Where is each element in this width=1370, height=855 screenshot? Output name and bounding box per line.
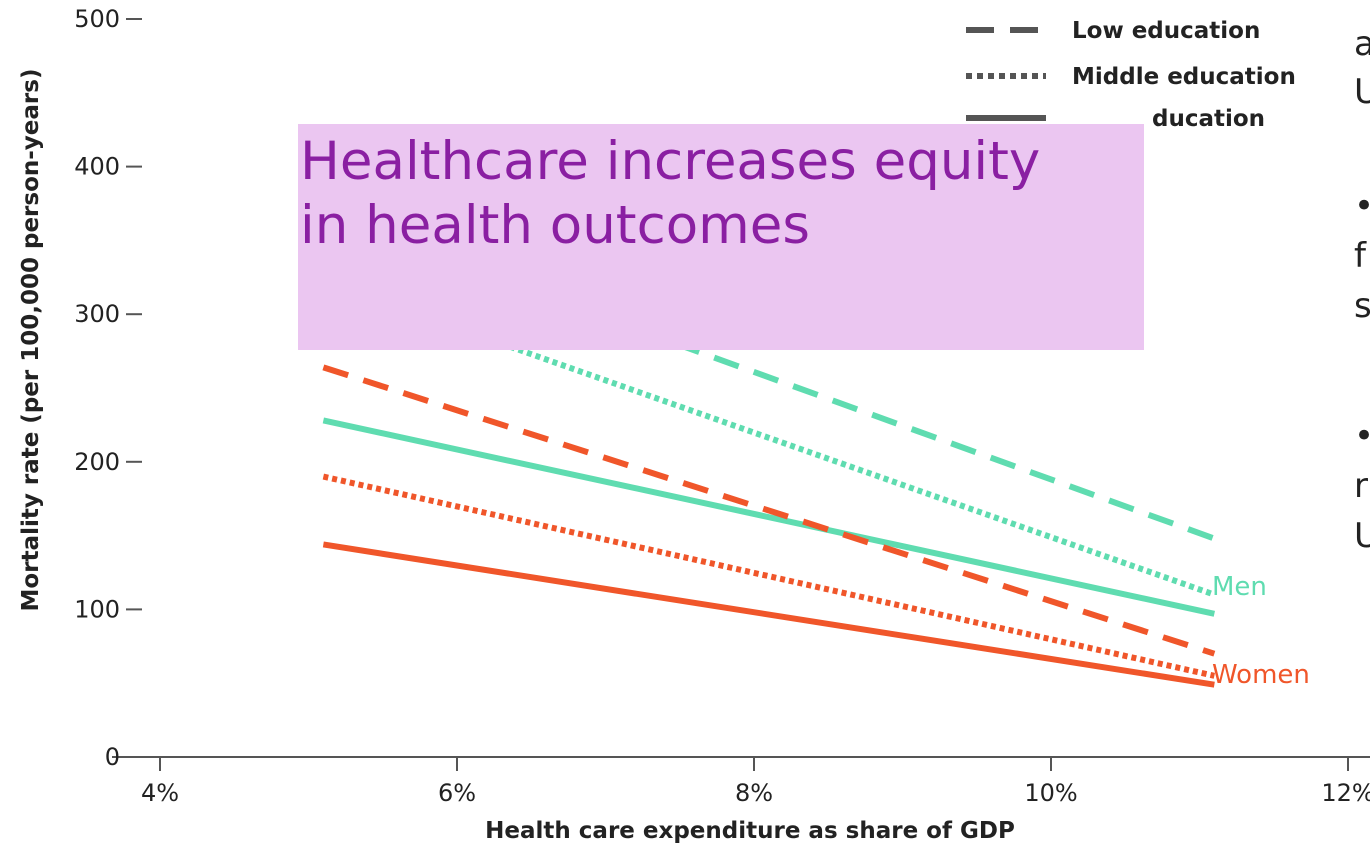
y-tick-label: 400	[74, 153, 120, 181]
series-line-women-high	[322, 541, 1215, 688]
series-line-men-middle	[500, 340, 1216, 598]
x-tick-label: 6%	[438, 779, 476, 807]
x-tick-label: 12%	[1321, 779, 1370, 807]
x-tick-label: 10%	[1024, 779, 1077, 807]
series-line-men-high	[322, 417, 1215, 617]
series-line-women-low	[322, 364, 1216, 657]
series-lines	[322, 326, 1216, 688]
side-text-fragment: r	[1354, 466, 1368, 506]
legend-label: ducation	[1152, 106, 1265, 132]
series-label-men: Men	[1212, 572, 1267, 602]
x-axis-title: Health care expenditure as share of GDP	[485, 818, 1015, 844]
side-text-fragment: a	[1354, 24, 1370, 64]
x-tick-label: 4%	[141, 779, 179, 807]
side-text-fragment: •	[1354, 186, 1370, 226]
y-tick-label: 500	[74, 5, 120, 33]
side-text-fragment: f	[1354, 236, 1366, 276]
series-line-women-middle	[322, 473, 1216, 679]
axes: 0 100 200 300 400 500 4% 6% 8% 10% 12%	[74, 5, 1370, 807]
y-tick-label: 300	[74, 300, 120, 328]
overlay-title: Healthcare increases equity in health ou…	[300, 131, 1041, 256]
y-tick-label: 100	[74, 595, 120, 623]
legend-label: Middle education	[1072, 64, 1296, 90]
legend-label: Low education	[1072, 18, 1260, 44]
series-line-men-low	[634, 326, 1216, 542]
legend: Low education Middle education ducation	[966, 18, 1296, 132]
side-text-fragment: •	[1354, 416, 1370, 456]
title-overlay-box: Healthcare increases equity in health ou…	[298, 124, 1144, 350]
series-label-women: Women	[1212, 660, 1310, 690]
x-tick-label: 8%	[735, 779, 773, 807]
side-text-fragment: U	[1354, 516, 1370, 556]
side-text-fragment: s	[1354, 286, 1370, 326]
side-text-fragment: U	[1354, 72, 1370, 112]
y-axis-title: Mortality rate (per 100,000 person-years…	[18, 69, 44, 612]
series-labels: Men Women	[1212, 572, 1310, 690]
y-tick-label: 200	[74, 448, 120, 476]
y-tick-label: 0	[105, 743, 120, 771]
